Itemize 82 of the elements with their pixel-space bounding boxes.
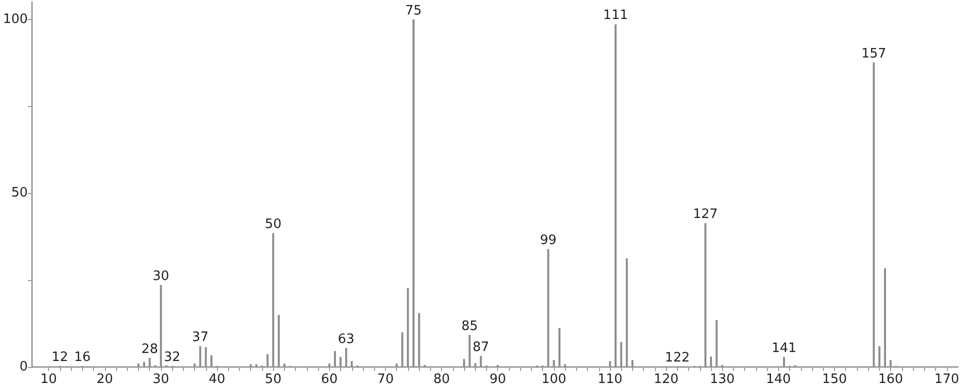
x-tick-label: 150 bbox=[822, 372, 847, 387]
bar bbox=[872, 62, 875, 367]
bar bbox=[710, 356, 712, 367]
y-tick-label: 0 bbox=[20, 360, 28, 374]
bar bbox=[626, 258, 628, 367]
bar bbox=[406, 288, 409, 367]
bar bbox=[468, 335, 471, 367]
bar bbox=[204, 347, 207, 367]
annotation: 32 bbox=[164, 350, 180, 365]
bar bbox=[210, 355, 212, 367]
bar bbox=[474, 363, 476, 367]
bar bbox=[418, 313, 420, 367]
x-tick-label: 170 bbox=[934, 372, 960, 387]
annotation: 12 bbox=[52, 350, 68, 365]
bar bbox=[278, 314, 280, 367]
x-tick-label: 70 bbox=[377, 372, 394, 387]
bar bbox=[334, 351, 336, 367]
bar bbox=[558, 328, 560, 367]
bar bbox=[272, 233, 274, 367]
bar bbox=[340, 356, 342, 367]
bar bbox=[160, 284, 162, 367]
annotation: 85 bbox=[461, 319, 478, 334]
x-tick-label: 60 bbox=[321, 372, 338, 387]
annotation: 99 bbox=[540, 233, 557, 248]
bar bbox=[143, 362, 146, 367]
bar bbox=[345, 348, 348, 367]
bar bbox=[608, 361, 611, 367]
bar bbox=[401, 332, 404, 367]
annotation: 87 bbox=[472, 340, 490, 355]
bar bbox=[255, 364, 258, 367]
bar bbox=[148, 358, 151, 367]
bar bbox=[890, 360, 892, 367]
annotation: 122 bbox=[664, 350, 690, 366]
bar bbox=[878, 346, 880, 367]
x-tick-label: 110 bbox=[598, 372, 622, 387]
bar bbox=[328, 364, 330, 367]
annotation: 50 bbox=[264, 217, 282, 232]
annotation: 30 bbox=[152, 268, 170, 284]
annotation: 16 bbox=[74, 350, 91, 365]
x-tick-label: 50 bbox=[264, 372, 282, 387]
annotation: 127 bbox=[692, 207, 718, 222]
bar bbox=[250, 364, 252, 367]
bar bbox=[137, 364, 140, 367]
y-tick-label: 100 bbox=[2, 12, 28, 27]
annotation: 141 bbox=[772, 340, 796, 356]
annotation: 157 bbox=[861, 46, 886, 62]
bar bbox=[631, 360, 634, 367]
bar bbox=[480, 356, 482, 367]
x-tick-label: 40 bbox=[208, 372, 226, 387]
bar bbox=[620, 342, 622, 367]
x-tick-label: 120 bbox=[654, 372, 679, 387]
x-tick-label: 140 bbox=[766, 372, 791, 387]
bar bbox=[199, 346, 202, 367]
x-tick-label: 20 bbox=[96, 372, 114, 387]
bar bbox=[396, 364, 398, 367]
annotation: 111 bbox=[603, 8, 628, 24]
x-tick-label: 160 bbox=[878, 372, 904, 387]
annotation: 75 bbox=[405, 3, 422, 18]
bar bbox=[614, 24, 617, 367]
bar bbox=[266, 354, 269, 367]
bar bbox=[463, 359, 466, 367]
x-tick-label: 90 bbox=[489, 372, 506, 387]
annotation: 37 bbox=[192, 330, 208, 346]
bar bbox=[194, 364, 196, 367]
bar bbox=[552, 360, 555, 367]
annotation: 28 bbox=[141, 342, 158, 357]
bar bbox=[782, 356, 785, 367]
bar bbox=[704, 223, 706, 367]
annotation: 63 bbox=[338, 332, 354, 347]
y-tick-label: 50 bbox=[11, 186, 28, 201]
bar bbox=[564, 364, 566, 367]
bar bbox=[547, 249, 550, 367]
x-tick-label: 130 bbox=[710, 372, 735, 387]
bar bbox=[350, 361, 353, 367]
x-tick-label: 80 bbox=[433, 372, 450, 387]
bar bbox=[412, 19, 415, 367]
bar bbox=[884, 268, 886, 367]
bar bbox=[716, 320, 718, 367]
x-tick-label: 100 bbox=[541, 372, 566, 387]
bar bbox=[283, 364, 286, 367]
x-tick-label: 10 bbox=[40, 372, 57, 387]
x-tick-label: 30 bbox=[152, 372, 170, 387]
